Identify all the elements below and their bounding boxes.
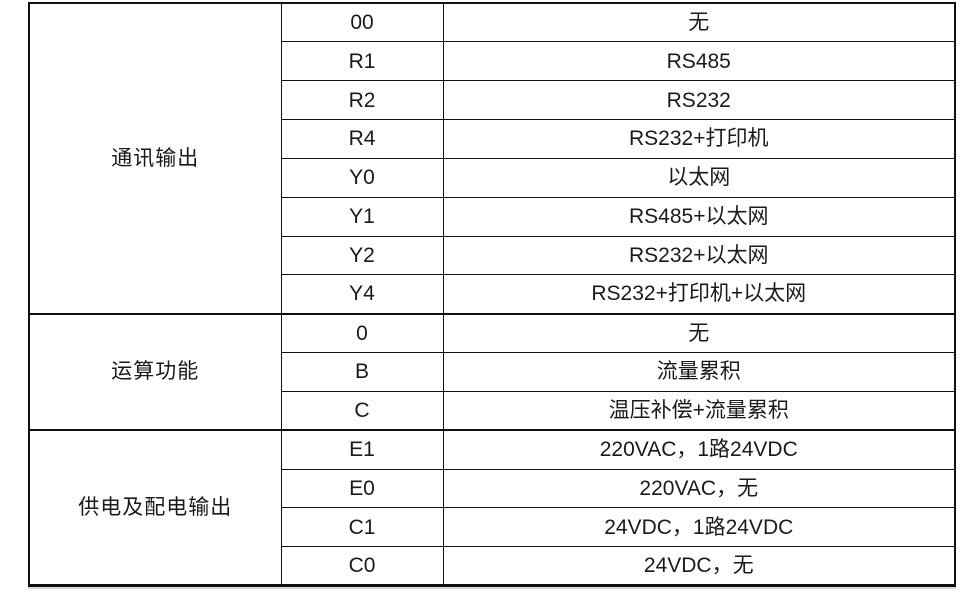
description-cell: RS232+打印机+以太网 xyxy=(442,274,956,315)
table-row: Y4 RS232+打印机+以太网 xyxy=(29,274,956,315)
table-row: C0 24VDC，无 xyxy=(29,546,956,587)
description-cell: 220VAC，无 xyxy=(442,468,956,509)
table-row: 运算功能 0 无 xyxy=(28,312,956,431)
group-label-computation-function: 运算功能 xyxy=(28,312,282,431)
description-cell: 无 xyxy=(442,2,956,43)
code-cell: C xyxy=(280,390,444,431)
table-row: Y0 以太网 xyxy=(29,157,956,198)
description-cell: 24VDC，1路24VDC xyxy=(442,507,956,548)
code-cell: C0 xyxy=(280,546,444,587)
code-cell: R1 xyxy=(280,41,444,82)
description-cell: 以太网 xyxy=(442,157,956,198)
code-cell: Y1 xyxy=(280,196,444,237)
description-cell: 220VAC，1路24VDC xyxy=(442,429,956,470)
table-row: B 流量累积 xyxy=(29,352,956,392)
table-row: C1 24VDC，1路24VDC xyxy=(29,507,956,548)
description-cell: 温压补偿+流量累积 xyxy=(442,390,956,431)
group-label-power-supply-output: 供电及配电输出 xyxy=(28,429,282,587)
code-cell: E0 xyxy=(280,468,444,509)
code-cell: R2 xyxy=(280,80,444,121)
code-cell: Y2 xyxy=(280,235,444,276)
table-row: R2 RS232 xyxy=(29,80,956,121)
code-cell: R4 xyxy=(280,119,444,159)
table-row: E0 220VAC，无 xyxy=(29,468,956,509)
description-cell: 24VDC，无 xyxy=(442,546,956,587)
table-row: R4 RS232+打印机 xyxy=(29,119,956,159)
description-cell: RS232+打印机 xyxy=(442,119,956,159)
code-cell: Y0 xyxy=(280,157,444,198)
code-cell: C1 xyxy=(280,507,444,548)
code-cell: Y4 xyxy=(280,274,444,315)
group-label-communication-output: 通讯输出 xyxy=(28,2,282,315)
table-row: R1 RS485 xyxy=(29,41,956,82)
description-cell: RS485+以太网 xyxy=(442,196,956,237)
description-cell: RS232+以太网 xyxy=(442,235,956,276)
table-row: 供电及配电输出 E1 220VAC，1路24VDC xyxy=(28,429,956,587)
code-cell: 0 xyxy=(280,312,444,354)
table-row: 通讯输出 00 无 xyxy=(28,2,956,315)
description-cell: RS232 xyxy=(442,80,956,121)
table-row: Y1 RS485+以太网 xyxy=(29,196,956,237)
description-cell: RS485 xyxy=(442,41,956,82)
product-code-spec-table: 通讯输出 00 无 R1 RS485 R2 RS232 R4 RS232+打印机… xyxy=(28,2,956,588)
code-cell: B xyxy=(280,352,444,392)
code-cell: 00 xyxy=(280,2,444,43)
spec-table-container: 通讯输出 00 无 R1 RS485 R2 RS232 R4 RS232+打印机… xyxy=(28,2,956,588)
description-cell: 无 xyxy=(442,312,956,354)
description-cell: 流量累积 xyxy=(442,352,956,392)
table-row: Y2 RS232+以太网 xyxy=(29,235,956,276)
code-cell: E1 xyxy=(280,429,444,470)
